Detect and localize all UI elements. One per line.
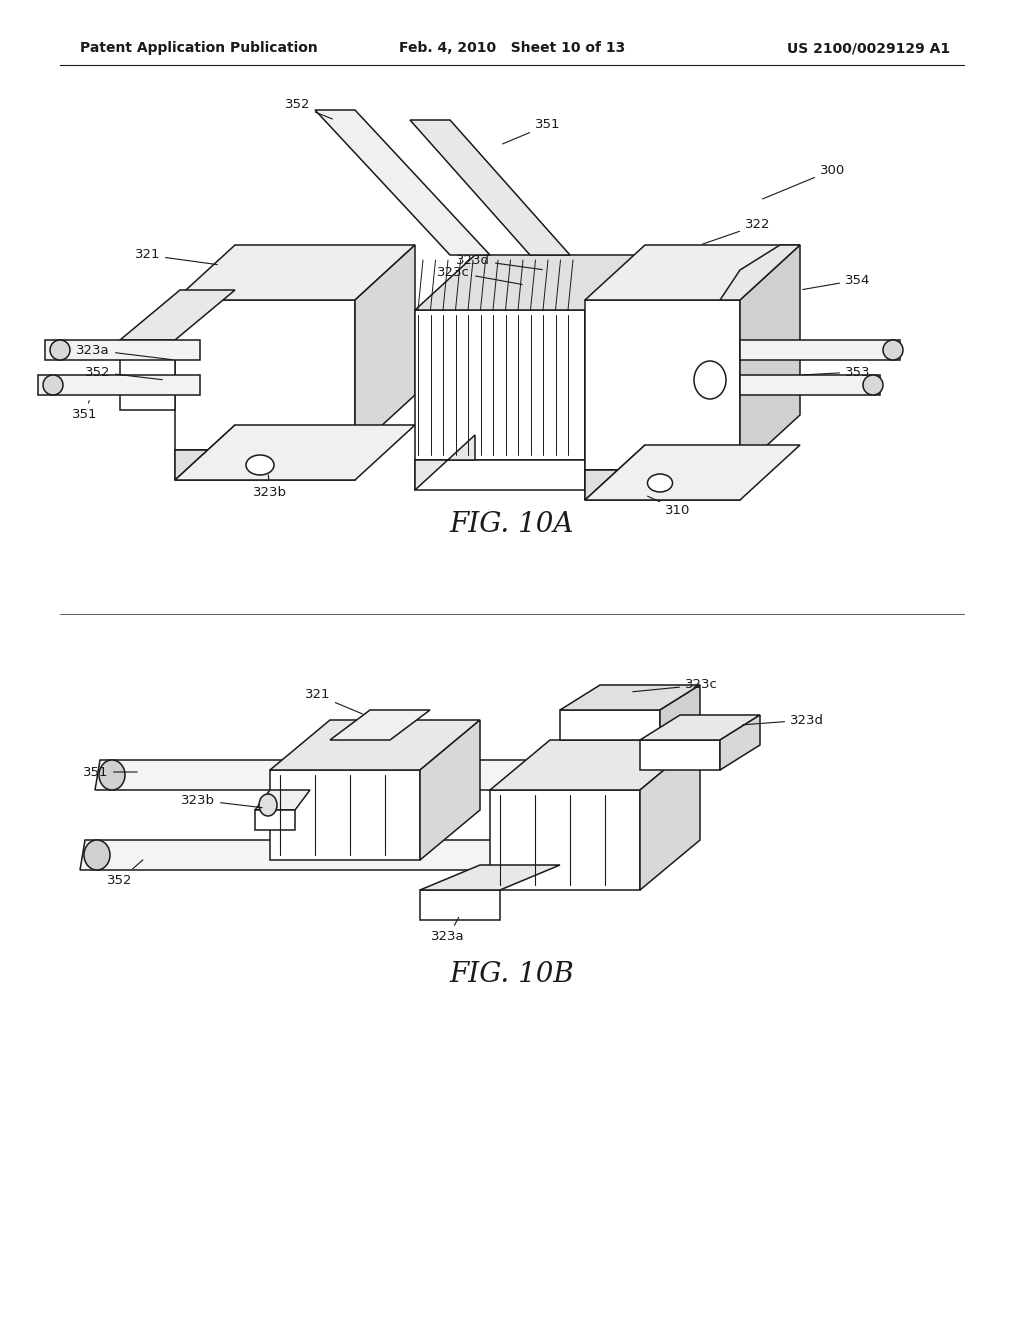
Polygon shape — [355, 246, 415, 450]
Polygon shape — [175, 300, 355, 450]
Text: 323d: 323d — [742, 714, 824, 726]
Text: 323a: 323a — [77, 343, 172, 359]
Text: US 2100/0029129 A1: US 2100/0029129 A1 — [786, 41, 950, 55]
Polygon shape — [255, 789, 310, 810]
Polygon shape — [270, 719, 480, 770]
Polygon shape — [585, 445, 645, 500]
Polygon shape — [330, 710, 430, 741]
Polygon shape — [315, 110, 490, 255]
Polygon shape — [410, 120, 570, 255]
Text: 352: 352 — [285, 99, 333, 119]
Polygon shape — [640, 741, 720, 770]
Polygon shape — [740, 375, 880, 395]
Polygon shape — [585, 470, 740, 500]
Polygon shape — [585, 300, 740, 470]
Ellipse shape — [246, 455, 274, 475]
Text: Feb. 4, 2010   Sheet 10 of 13: Feb. 4, 2010 Sheet 10 of 13 — [399, 41, 625, 55]
Text: 352: 352 — [85, 366, 162, 380]
Text: 352: 352 — [108, 859, 143, 887]
Polygon shape — [490, 789, 640, 890]
Polygon shape — [585, 445, 800, 500]
Text: 323c: 323c — [633, 678, 718, 692]
Polygon shape — [560, 710, 660, 741]
Polygon shape — [420, 890, 500, 920]
Text: 310: 310 — [647, 496, 690, 516]
Text: 353: 353 — [803, 366, 870, 379]
Text: 322: 322 — [702, 219, 770, 244]
Polygon shape — [45, 341, 200, 360]
Ellipse shape — [84, 840, 110, 870]
Polygon shape — [415, 255, 645, 310]
Polygon shape — [585, 255, 645, 459]
Polygon shape — [640, 741, 700, 890]
Polygon shape — [80, 840, 550, 870]
Polygon shape — [270, 770, 420, 861]
Polygon shape — [740, 246, 800, 470]
Polygon shape — [720, 715, 760, 770]
Ellipse shape — [647, 474, 673, 492]
Text: 351: 351 — [503, 119, 560, 144]
Polygon shape — [660, 685, 700, 741]
Text: 323c: 323c — [437, 265, 522, 285]
Polygon shape — [175, 425, 415, 480]
Text: 351: 351 — [73, 401, 97, 421]
Polygon shape — [95, 760, 565, 789]
Polygon shape — [120, 341, 175, 411]
Text: 323a: 323a — [431, 917, 465, 944]
Ellipse shape — [863, 375, 883, 395]
Ellipse shape — [43, 375, 63, 395]
Text: Patent Application Publication: Patent Application Publication — [80, 41, 317, 55]
Polygon shape — [175, 246, 415, 300]
Text: 300: 300 — [763, 164, 845, 199]
Polygon shape — [560, 685, 700, 710]
Polygon shape — [38, 375, 200, 395]
Polygon shape — [175, 425, 234, 480]
Ellipse shape — [883, 341, 903, 360]
Polygon shape — [585, 246, 800, 300]
Text: 323b: 323b — [253, 475, 287, 499]
Polygon shape — [415, 436, 475, 490]
Text: 323d: 323d — [456, 253, 543, 269]
Ellipse shape — [99, 760, 125, 789]
Text: FIG. 10B: FIG. 10B — [450, 961, 574, 989]
Polygon shape — [490, 741, 700, 789]
Ellipse shape — [259, 795, 278, 816]
Polygon shape — [420, 865, 560, 890]
Text: 323b: 323b — [181, 793, 262, 808]
Polygon shape — [640, 715, 760, 741]
Polygon shape — [415, 459, 585, 490]
Text: FIG. 10A: FIG. 10A — [450, 511, 574, 539]
Text: 351: 351 — [83, 766, 137, 779]
Polygon shape — [255, 810, 295, 830]
Ellipse shape — [694, 360, 726, 399]
Polygon shape — [175, 450, 355, 480]
Polygon shape — [415, 310, 585, 459]
Polygon shape — [720, 246, 800, 300]
Polygon shape — [420, 719, 480, 861]
Text: 321: 321 — [304, 689, 362, 714]
Text: 354: 354 — [803, 273, 870, 289]
Polygon shape — [740, 341, 900, 360]
Text: 321: 321 — [134, 248, 217, 264]
Polygon shape — [120, 290, 234, 341]
Ellipse shape — [50, 341, 70, 360]
